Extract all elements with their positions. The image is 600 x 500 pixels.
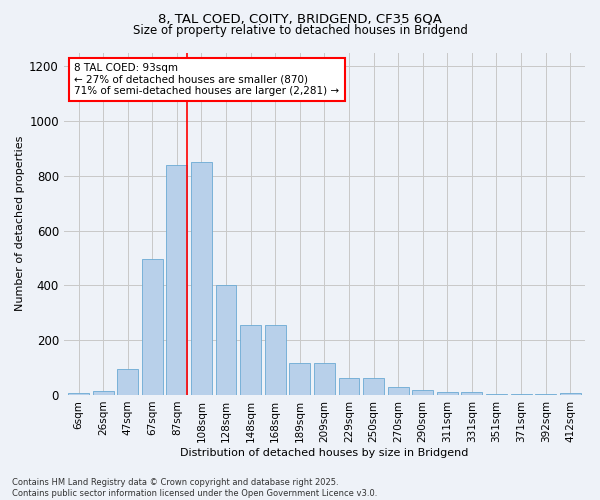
Text: Contains HM Land Registry data © Crown copyright and database right 2025.
Contai: Contains HM Land Registry data © Crown c… <box>12 478 377 498</box>
Bar <box>511 394 532 395</box>
Text: 8, TAL COED, COITY, BRIDGEND, CF35 6QA: 8, TAL COED, COITY, BRIDGEND, CF35 6QA <box>158 12 442 26</box>
Bar <box>363 378 384 395</box>
Bar <box>240 325 261 395</box>
Text: 8 TAL COED: 93sqm
← 27% of detached houses are smaller (870)
71% of semi-detache: 8 TAL COED: 93sqm ← 27% of detached hous… <box>74 63 340 96</box>
Bar <box>486 394 507 395</box>
Bar <box>68 393 89 395</box>
Bar <box>560 393 581 395</box>
Bar <box>314 362 335 395</box>
Bar <box>191 162 212 395</box>
Bar <box>412 390 433 395</box>
Y-axis label: Number of detached properties: Number of detached properties <box>15 136 25 312</box>
Bar <box>289 362 310 395</box>
Bar <box>535 394 556 395</box>
Bar <box>92 392 113 395</box>
Bar <box>388 388 409 395</box>
Bar <box>265 325 286 395</box>
Bar <box>215 286 236 395</box>
Bar <box>166 165 187 395</box>
Bar <box>461 392 482 395</box>
Text: Size of property relative to detached houses in Bridgend: Size of property relative to detached ho… <box>133 24 467 37</box>
Bar <box>437 392 458 395</box>
X-axis label: Distribution of detached houses by size in Bridgend: Distribution of detached houses by size … <box>180 448 469 458</box>
Bar <box>142 260 163 395</box>
Bar <box>338 378 359 395</box>
Bar <box>117 369 138 395</box>
